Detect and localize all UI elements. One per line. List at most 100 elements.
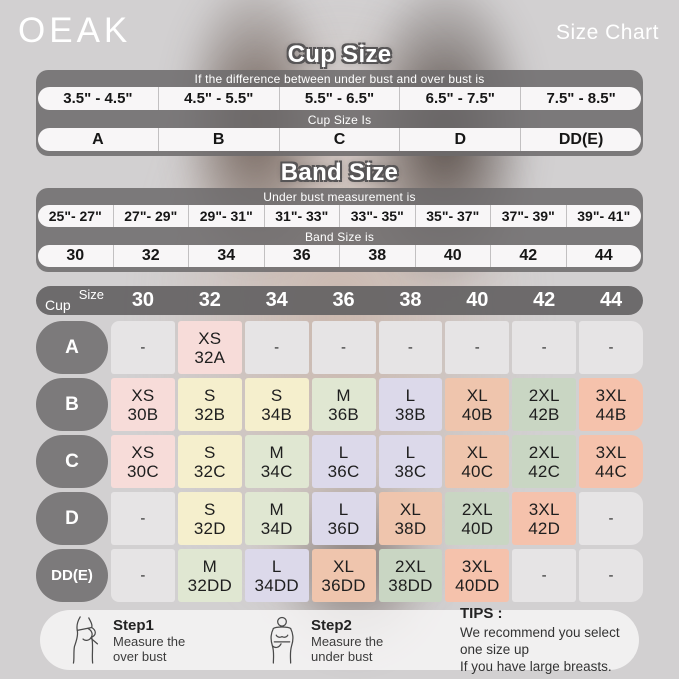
top-bar: OEAK Size Chart: [0, 0, 679, 49]
band-range-row: 25"- 27" 27"- 29" 29"- 31" 31"- 33" 33"- 35"…: [38, 205, 641, 227]
cup-letter-cell: DD(E): [558, 130, 604, 148]
matrix-column-header: 36: [332, 289, 355, 311]
matrix-corner-cup-label: Cup: [45, 297, 71, 313]
cup-condition-header: If the difference between under bust and…: [194, 71, 485, 86]
band-result-header: Band Size is: [304, 230, 375, 244]
cup-range-cell: 7.5" - 8.5": [546, 90, 616, 107]
matrix-column-header: 42: [533, 289, 556, 311]
matrix-header-row: Size Cup 30 32 34 36 38 40 42 44: [36, 286, 643, 315]
tips-block: TIPS : We recommend you select one size …: [460, 605, 625, 675]
cup-range-cell: 5.5" - 6.5": [280, 87, 401, 110]
matrix-row: B XS 30B S 32B S 34B M 36B L 38B XL 40B 2XL 42B 3XL 44B: [36, 378, 643, 431]
band-size-cell: 40: [416, 245, 491, 267]
matrix-cell: 3XL 44C: [579, 435, 643, 488]
matrix-cell: S 32B: [177, 378, 242, 431]
step2-label: Step2: [311, 616, 352, 634]
band-range-cell: 37"- 39": [491, 205, 567, 227]
matrix-cell-empty: -: [512, 549, 577, 602]
step1-block: Step1 Measure the over bust: [64, 616, 252, 664]
page-title: Size Chart: [555, 21, 659, 44]
band-range-cell: 31"- 33": [265, 205, 340, 227]
band-range-cell: 25"- 27": [38, 205, 114, 227]
band-size-cell: 38: [340, 245, 416, 267]
step1-line1: Measure the: [113, 633, 186, 649]
band-condition-header: Under bust measurement is: [263, 189, 416, 204]
matrix-cell: M 32DD: [177, 549, 242, 602]
matrix-cell: 3XL 44B: [579, 378, 643, 431]
matrix-body: A - XS 32A - - - - - - B XS 30B S 32B S 34B M 36B L 38B XL 40B…: [36, 321, 643, 602]
band-range-cell: 29"- 31": [189, 205, 265, 227]
matrix-cell-empty: -: [512, 321, 577, 374]
band-range-cell: 33"- 35": [340, 205, 416, 227]
band-range-cell: 27"- 29": [114, 205, 189, 227]
step2-text: Step2 Measure the under bust: [311, 617, 383, 664]
matrix-column-header: 30: [131, 289, 155, 311]
matrix-cell-empty: -: [111, 492, 175, 545]
matrix-corner-size-label: Size: [78, 287, 104, 302]
cup-range-cell: 4.5" - 5.5": [159, 87, 280, 110]
matrix-cell: S 32D: [177, 492, 242, 545]
band-size-table: Under bust measurement is 25"- 27" 27"- 2…: [36, 188, 643, 272]
matrix-cell-empty: -: [579, 321, 643, 374]
matrix-column-header: 38: [399, 289, 422, 311]
step2-line2: under bust: [311, 648, 373, 664]
step2-block: Step2 Measure the under bust: [262, 616, 450, 664]
matrix-cell: L 38B: [378, 378, 443, 431]
measure-guide-bar: Step1 Measure the over bust Step: [40, 605, 639, 674]
matrix-cell: XS 30C: [111, 435, 175, 488]
cup-letter-cell: A: [38, 128, 159, 151]
band-size-cell: 32: [114, 245, 189, 267]
tips-label: TIPS :: [460, 605, 503, 622]
matrix-cell: L 36D: [311, 492, 376, 545]
matrix-cell: L 36C: [311, 435, 376, 488]
band-size-title: Band Size: [280, 159, 399, 186]
matrix-cell: S 34B: [244, 378, 309, 431]
band-size-cell: 36: [265, 245, 340, 267]
matrix-column-header: 44: [599, 289, 623, 311]
band-size-cell: 34: [189, 245, 265, 267]
matrix-cell: XL 38D: [378, 492, 443, 545]
band-range-cell: 39"- 41": [577, 208, 631, 224]
under-bust-figure-icon: [270, 616, 294, 664]
matrix-row-label: B: [36, 378, 108, 431]
matrix-cell: XL 40B: [445, 378, 510, 431]
matrix-cell: 2XL 38DD: [378, 549, 443, 602]
cup-letter-cell: D: [400, 128, 522, 151]
matrix-cell-empty: -: [579, 492, 643, 545]
matrix-cell-empty: -: [111, 321, 175, 374]
matrix-cell-empty: -: [111, 549, 175, 602]
tips-line2: If you have large breasts.: [460, 659, 612, 674]
matrix-cell-empty: -: [244, 321, 309, 374]
matrix-cell: 3XL 42D: [512, 492, 577, 545]
cup-range-row: 3.5" - 4.5" 4.5" - 5.5" 5.5" - 6.5" 6.5" - …: [38, 87, 641, 110]
matrix-row-label: A: [36, 321, 108, 374]
matrix-cell: 2XL 40D: [445, 492, 510, 545]
matrix-cell: M 34D: [244, 492, 309, 545]
cup-letter-row: A B C D DD(E): [38, 128, 641, 151]
matrix-row: DD(E) - M 32DD L 34DD XL 36DD 2XL 38DD 3XL 40DD - -: [36, 549, 643, 602]
matrix-cell: 2XL 42C: [512, 435, 577, 488]
band-size-cell: 30: [38, 245, 114, 267]
size-matrix: Size Cup 30 32 34 36 38 40 42 44 A - XS 32A - - - - - - B…: [36, 286, 643, 602]
step1-line2: over bust: [113, 648, 167, 664]
matrix-row-label: DD(E): [36, 549, 108, 602]
matrix-cell: XS 32A: [177, 321, 242, 374]
matrix-cell-empty: -: [378, 321, 443, 374]
matrix-cell: XL 36DD: [311, 549, 376, 602]
matrix-cell: M 34C: [244, 435, 309, 488]
cup-letter-cell: B: [159, 128, 280, 151]
band-range-cell: 35"- 37": [416, 205, 491, 227]
cup-result-header: Cup Size Is: [307, 113, 372, 127]
matrix-cell: XS 30B: [111, 378, 175, 431]
matrix-cell: S 32C: [177, 435, 242, 488]
matrix-cell: 2XL 42B: [512, 378, 577, 431]
matrix-cell-empty: -: [311, 321, 376, 374]
cup-range-cell: 3.5" - 4.5": [38, 87, 159, 110]
matrix-row-label: D: [36, 492, 108, 545]
over-bust-figure-icon: [72, 616, 99, 664]
matrix-cell-empty: -: [445, 321, 510, 374]
matrix-row: D - S 32D M 34D L 36D XL 38D 2XL 40D 3XL 42D -: [36, 492, 643, 545]
brand-logo: OEAK: [18, 11, 132, 50]
cup-size-table: If the difference between under bust and…: [36, 70, 643, 156]
matrix-cell: 3XL 40DD: [445, 549, 510, 602]
